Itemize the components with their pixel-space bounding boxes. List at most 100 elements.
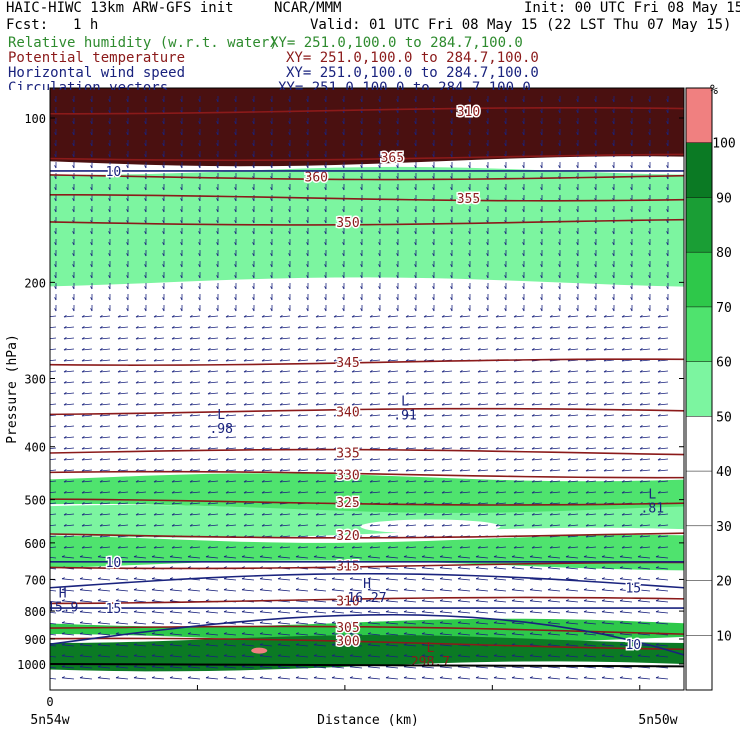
vector-arrow (603, 403, 615, 406)
vector-arrowhead (567, 457, 571, 461)
vector-arrow (313, 622, 327, 625)
vector-arrow (63, 491, 75, 494)
vector-arrowhead (603, 468, 607, 472)
vector-arrowhead (243, 358, 247, 362)
vector-arrow (279, 491, 291, 494)
vector-arrowhead (171, 358, 175, 362)
vector-arrow (529, 589, 543, 592)
vector-arrow (99, 359, 111, 362)
vector-arrow (439, 556, 453, 559)
vector-arrowhead (351, 380, 355, 384)
vector-arrow (135, 392, 147, 395)
vector-arrowhead (421, 676, 425, 679)
vector-arrow (405, 359, 417, 362)
vector-arrowhead (513, 446, 517, 450)
vector-arrowhead (81, 534, 85, 538)
vector-arrow (117, 480, 129, 483)
vector-arrowhead (90, 275, 93, 279)
vector-arrowhead (567, 347, 571, 351)
vector-arrowhead (241, 654, 245, 657)
vector-arrow (603, 337, 615, 340)
vector-arrow (50, 458, 57, 461)
vector-arrowhead (603, 523, 607, 527)
vector-arrowhead (126, 286, 129, 290)
vector-arrow (333, 370, 345, 373)
theta-contour-line (50, 193, 684, 202)
vector-arrow (79, 600, 93, 603)
vector-arrow (349, 666, 363, 669)
vector-arrowhead (99, 391, 103, 395)
vector-arrowhead (565, 676, 569, 679)
vector-arrowhead (81, 336, 85, 340)
vector-arrowhead (342, 242, 345, 246)
vector-arrowhead (666, 297, 669, 301)
vector-arrowhead (61, 555, 65, 558)
vector-arrow (639, 381, 651, 384)
vector-arrowhead (495, 369, 499, 373)
vector-arrowhead (459, 314, 463, 318)
vector-arrow (277, 556, 291, 559)
vector-arrowhead (531, 369, 535, 373)
vector-arrowhead (252, 143, 255, 147)
vector-arrow (457, 677, 471, 680)
vector-arrow (187, 655, 201, 658)
vector-arrowhead (44, 622, 47, 623)
vector-arrow (513, 447, 525, 450)
vector-arrowhead (315, 490, 319, 494)
vector-arrowhead (405, 424, 409, 428)
vector-arrowhead (153, 358, 157, 362)
vector-arrowhead (333, 479, 337, 483)
vector-arrowhead (198, 143, 201, 147)
vector-arrowhead (459, 391, 463, 395)
vector-arrowhead (619, 588, 623, 591)
vector-arrowhead (46, 458, 48, 460)
vector-arrowhead (61, 588, 65, 591)
vector-arrow (205, 578, 219, 581)
vector-arrowhead (360, 154, 363, 158)
field-theta-name: Potential temperature (8, 50, 186, 66)
vector-arrowhead (657, 325, 661, 329)
vector-arrowhead (252, 286, 255, 290)
vector-arrowhead (198, 154, 201, 158)
vector-arrow (441, 513, 453, 516)
vector-arrowhead (223, 654, 227, 657)
vector-arrowhead (117, 545, 121, 549)
vector-arrowhead (405, 479, 409, 483)
vector-arrowhead (342, 308, 345, 312)
vector-arrow (349, 567, 363, 570)
vector-arrowhead (493, 621, 497, 624)
vector-arrow (99, 513, 111, 516)
vector-arrowhead (531, 468, 535, 472)
vector-arrow (403, 611, 417, 614)
vector-arrow (135, 359, 147, 362)
vector-arrowhead (450, 99, 453, 103)
vector-arrowhead (547, 599, 551, 602)
vector-arrow (50, 392, 57, 395)
vector-arrowhead (234, 209, 237, 213)
vector-arrowhead (549, 314, 553, 318)
vector-arrow (169, 589, 183, 592)
vector-arrowhead (630, 264, 633, 268)
vector-arrow (585, 469, 597, 472)
vector-arrowhead (115, 599, 119, 602)
vector-arrow (279, 480, 291, 483)
vector-arrowhead (63, 402, 67, 406)
vector-arrow (351, 337, 363, 340)
vector-arrowhead (486, 253, 489, 257)
vector-arrowhead (189, 413, 193, 417)
vector-arrowhead (639, 534, 643, 538)
vector-arrowhead (225, 446, 229, 450)
vector-arrowhead (405, 369, 409, 373)
vector-arrowhead (225, 435, 229, 439)
vector-arrow (387, 535, 399, 538)
vector-arrowhead (241, 676, 245, 679)
vector-arrow (423, 436, 435, 439)
vector-arrow (277, 677, 291, 680)
vector-arrow (441, 425, 453, 428)
vector-arrow (583, 556, 597, 559)
vector-arrowhead (61, 621, 65, 624)
vector-arrowhead (619, 610, 623, 613)
vector-arrowhead (81, 457, 85, 461)
vector-arrow (259, 622, 273, 625)
vector-arrowhead (342, 132, 345, 136)
